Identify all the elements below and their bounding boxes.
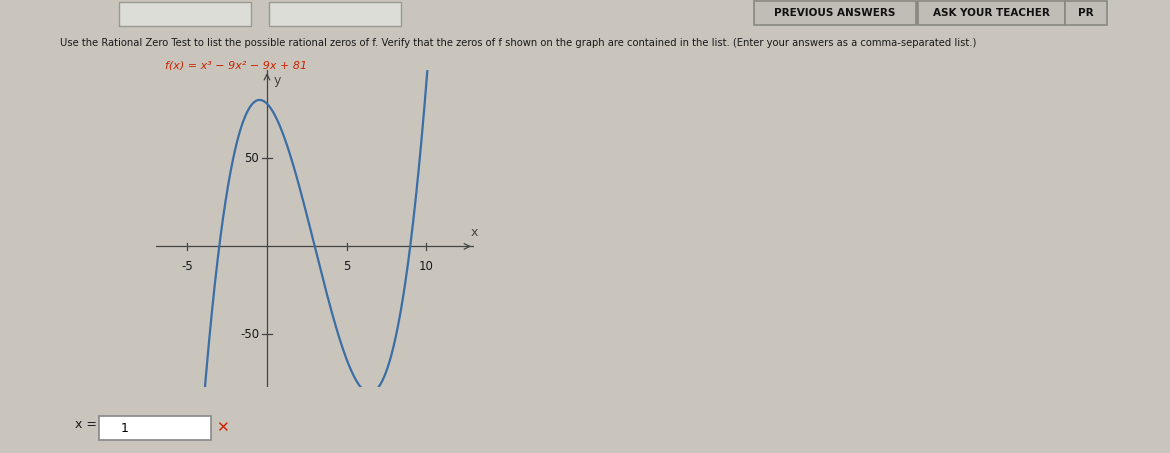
Text: y: y <box>274 74 281 87</box>
Text: 10: 10 <box>419 260 434 274</box>
Text: x: x <box>470 226 479 239</box>
FancyBboxPatch shape <box>1065 1 1107 25</box>
FancyBboxPatch shape <box>99 416 211 440</box>
Text: PR: PR <box>1079 8 1094 18</box>
FancyBboxPatch shape <box>119 2 252 26</box>
Text: ✕: ✕ <box>215 420 228 435</box>
Text: 50: 50 <box>245 152 259 165</box>
Text: PREVIOUS ANSWERS: PREVIOUS ANSWERS <box>775 8 896 18</box>
Text: -50: -50 <box>240 328 259 341</box>
Text: -5: -5 <box>181 260 193 274</box>
FancyBboxPatch shape <box>269 2 401 26</box>
FancyBboxPatch shape <box>753 1 916 25</box>
Text: x =: x = <box>75 419 97 432</box>
Text: Use the Rational Zero Test to list the possible rational zeros of f. Verify that: Use the Rational Zero Test to list the p… <box>60 38 977 48</box>
Text: 1: 1 <box>121 421 129 434</box>
Text: ⓘ: ⓘ <box>463 332 470 344</box>
Text: 5: 5 <box>343 260 350 274</box>
FancyBboxPatch shape <box>918 1 1065 25</box>
Text: ASK YOUR TEACHER: ASK YOUR TEACHER <box>932 8 1049 18</box>
Text: f(x) = x³ − 9x² − 9x + 81: f(x) = x³ − 9x² − 9x + 81 <box>165 61 307 71</box>
